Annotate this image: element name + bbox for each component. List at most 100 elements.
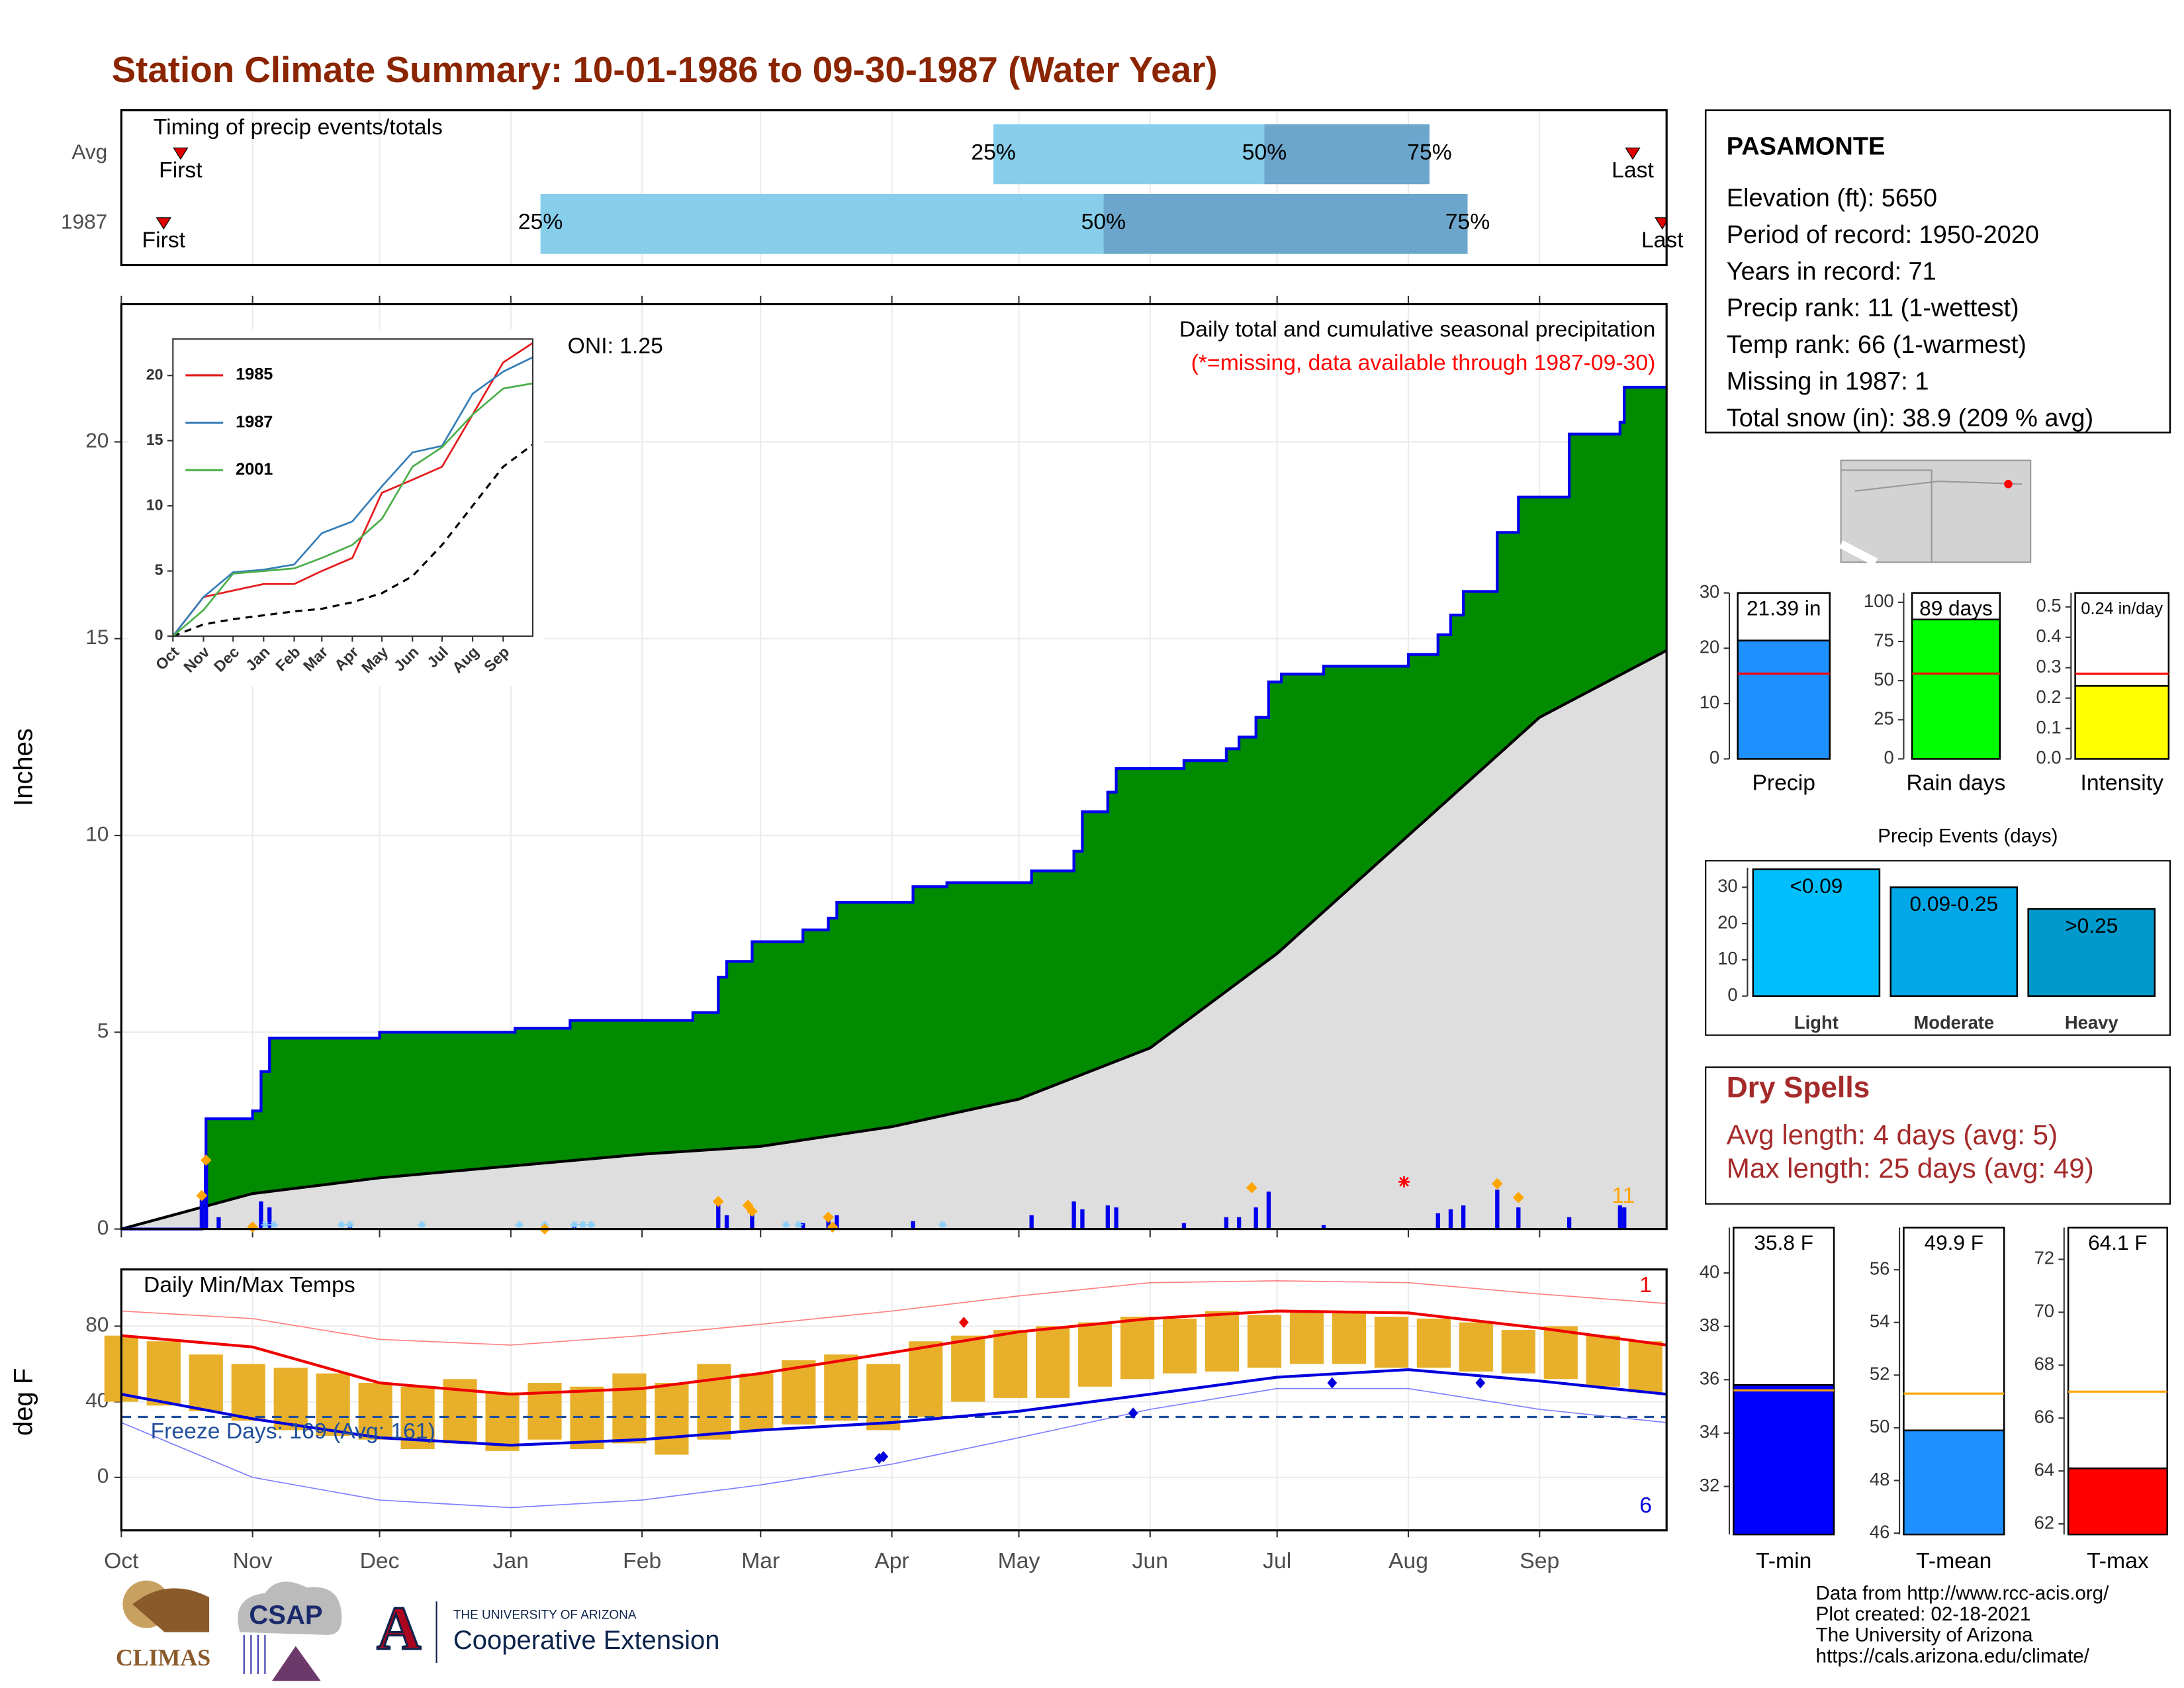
- record-marker: [1475, 1377, 1486, 1389]
- panel-frame: [120, 1268, 1668, 1532]
- freeze-label: Freeze Days: 169 (Avg: 161): [151, 1419, 435, 1444]
- dry-spells-line: Avg length: 4 days (avg: 5): [1727, 1119, 2058, 1150]
- y-tick-label: 10: [1700, 692, 1719, 712]
- record-min-line: [121, 1387, 1667, 1509]
- y-tick-label: 50: [1874, 669, 1893, 689]
- label-box: [1733, 1227, 1835, 1386]
- value-label: 89 days: [1919, 596, 1993, 620]
- category-label: Intensity: [2080, 770, 2163, 795]
- csap-cloud: [238, 1581, 342, 1635]
- legend-label: 2001: [236, 460, 273, 479]
- daily-range: [951, 1335, 985, 1402]
- daily-range: [739, 1373, 774, 1430]
- ua-unit: Cooperative Extension: [453, 1626, 720, 1655]
- event-label: First: [142, 228, 186, 253]
- logos: CLIMAS CSAP A THE UNIVERSITY OF ARIZONA …: [116, 1580, 720, 1681]
- panel-frame: [120, 303, 1668, 1231]
- daily-range: [316, 1373, 350, 1436]
- quartile-bar: [993, 124, 1265, 185]
- average-area: [121, 650, 1667, 1229]
- y-tick-label: 80: [85, 1313, 109, 1336]
- x-tick-label: Feb: [623, 1548, 661, 1573]
- timing-title: Timing of precip events/totals: [154, 115, 443, 140]
- daily-range: [612, 1373, 647, 1444]
- snow-event: [823, 1211, 835, 1223]
- daily-bar: [1435, 1213, 1440, 1229]
- daily-bar: [1448, 1209, 1453, 1229]
- daily-bar: [1236, 1217, 1242, 1229]
- daily-bar: [724, 1215, 729, 1229]
- bar: [2067, 1467, 2168, 1536]
- chart-subtitle: (*=missing, data available through 1987-…: [1191, 350, 1656, 375]
- quartile-bar: [1103, 194, 1468, 254]
- snow-day: [782, 1220, 790, 1229]
- record-marker: [1327, 1377, 1338, 1389]
- daily-bar: [1224, 1217, 1229, 1229]
- record-marker: [1128, 1407, 1138, 1419]
- daily-bar: [1567, 1217, 1572, 1229]
- category-label: T-max: [2087, 1548, 2149, 1573]
- y-tick-label: 52: [1870, 1364, 1889, 1384]
- label-box: [1903, 1227, 2005, 1432]
- snow-event: [200, 1154, 212, 1166]
- record-marker: [958, 1317, 969, 1329]
- y-tick-label: 0.4: [2036, 626, 2061, 646]
- y-tick-label: 38: [1700, 1315, 1719, 1335]
- y-tick-label: 70: [2034, 1301, 2054, 1321]
- legend-label: 1987: [236, 412, 273, 431]
- y-tick-label: 0: [1709, 747, 1719, 768]
- snow-event: [1246, 1182, 1257, 1194]
- footer-line: Data from http://www.rcc-acis.org/: [1816, 1583, 2109, 1605]
- category-label: Rain days: [1907, 770, 2006, 795]
- snow-day: [570, 1220, 579, 1229]
- y-tick-label: 64: [2034, 1459, 2054, 1479]
- snow-day: [938, 1220, 947, 1229]
- y-tick-label: 5: [155, 561, 163, 579]
- panel-frame: [120, 109, 1668, 267]
- daily-range: [1120, 1317, 1155, 1380]
- event-marker: [156, 217, 171, 230]
- y-tick-label: 5: [97, 1019, 109, 1043]
- daily-bar: [1516, 1207, 1521, 1229]
- station-line: Period of record: 1950-2020: [1727, 221, 2039, 249]
- daily-range: [1078, 1322, 1113, 1387]
- snow-day: [337, 1220, 346, 1229]
- y-axis-label: deg F: [9, 1368, 38, 1436]
- y-tick-label: 0.0: [2036, 747, 2061, 768]
- daily-bar: [1617, 1205, 1622, 1229]
- csap-text: CSAP: [249, 1601, 322, 1630]
- y-axis-label: Inches: [9, 728, 38, 806]
- dry-spells-line: Max length: 25 days (avg: 49): [1727, 1152, 2094, 1184]
- station-line: Precip rank: 11 (1-wettest): [1727, 295, 2019, 322]
- range-label: >0.25: [2065, 914, 2118, 937]
- y-tick-label: 0: [1884, 747, 1893, 768]
- bar: [1911, 618, 2001, 760]
- daily-bar: [911, 1221, 915, 1229]
- y-tick-label: 20: [146, 365, 163, 383]
- y-tick-label: 48: [1870, 1469, 1889, 1489]
- y-tick-label: 10: [146, 496, 163, 513]
- daily-bar: [204, 1156, 208, 1229]
- inset-bg: [128, 329, 544, 686]
- station-dot: [2004, 480, 2013, 489]
- daily-range: [1036, 1326, 1070, 1398]
- daily-range: [1289, 1311, 1324, 1364]
- csap-mountain: [271, 1646, 321, 1681]
- snow-day: [345, 1220, 355, 1229]
- bar: [2027, 908, 2156, 997]
- daily-bar: [1029, 1215, 1034, 1229]
- daily-range: [273, 1368, 308, 1430]
- daily-range: [1205, 1311, 1240, 1372]
- y-tick-label: 32: [1700, 1475, 1719, 1495]
- y-tick-label: 20: [1700, 637, 1719, 657]
- category-label: Heavy: [2065, 1012, 2118, 1033]
- count-label: 11: [1612, 1183, 1635, 1208]
- daily-bar: [1266, 1192, 1271, 1229]
- chart-title: Precip Events (days): [1878, 825, 2058, 847]
- quartile-label: 50%: [1242, 140, 1287, 165]
- daily-bar: [1181, 1223, 1187, 1229]
- y-tick-label: 0.1: [2036, 717, 2061, 737]
- avg-max-line: [121, 1309, 1667, 1396]
- locator-map: [1839, 459, 2032, 566]
